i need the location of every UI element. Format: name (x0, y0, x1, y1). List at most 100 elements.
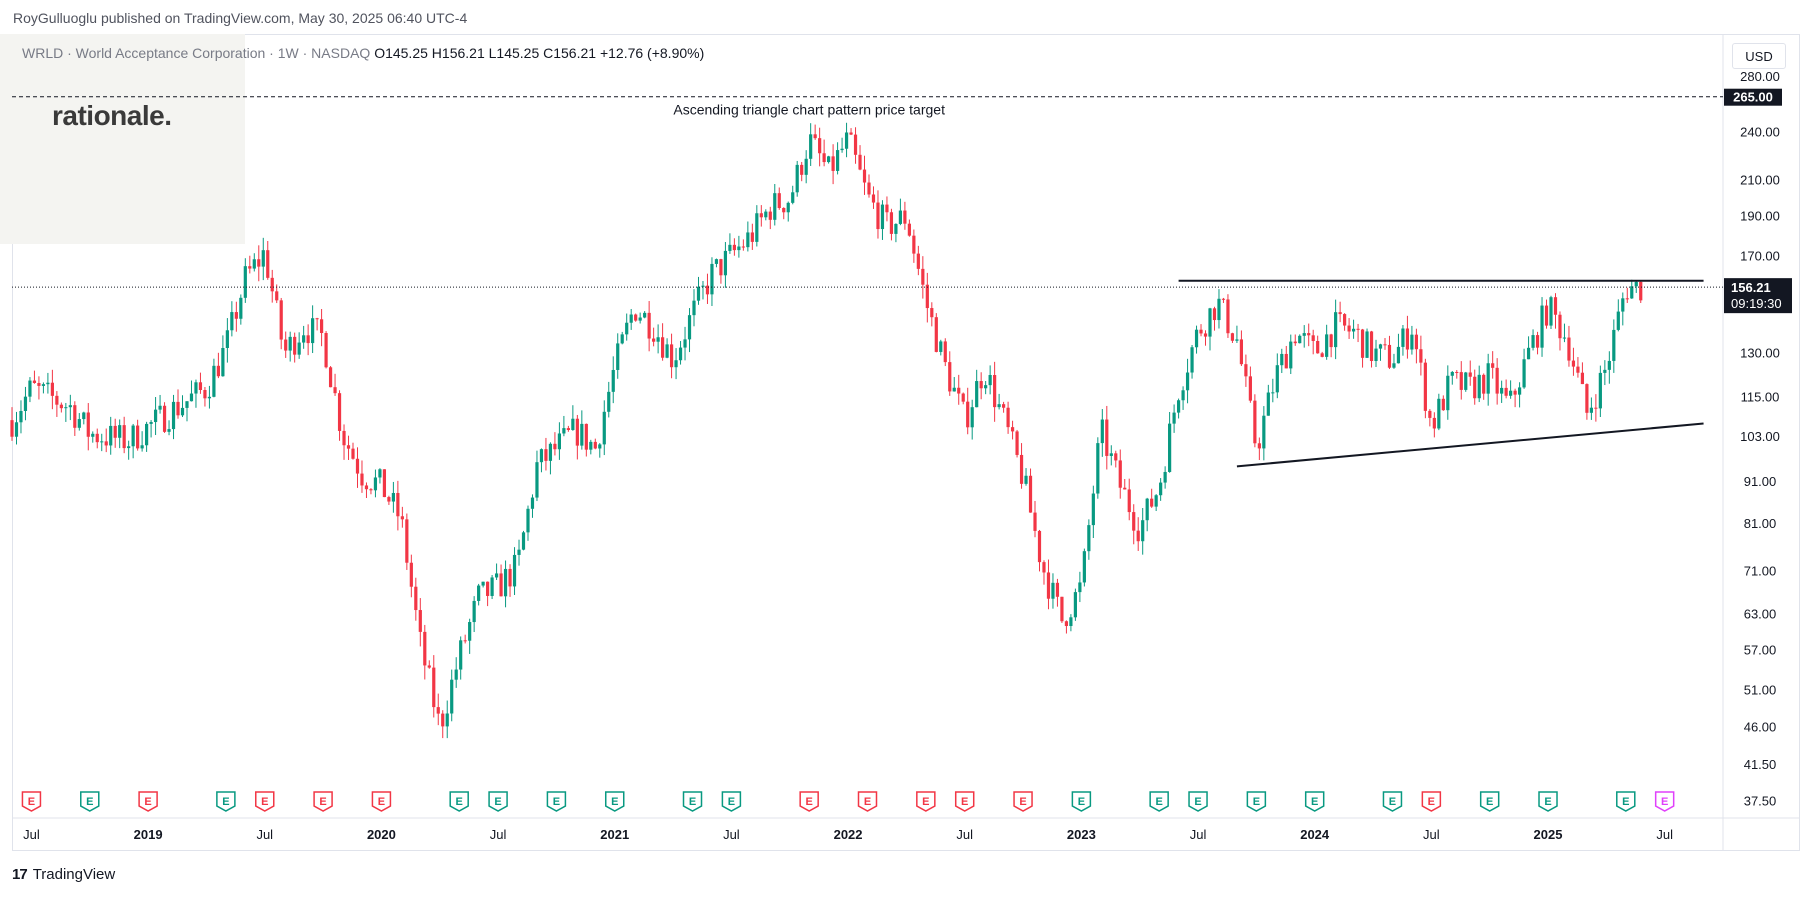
earnings-icon[interactable]: E (1149, 791, 1169, 812)
candle-body (544, 449, 548, 461)
candle-body (32, 380, 37, 383)
candle-body (840, 148, 844, 151)
earnings-icon[interactable]: E (449, 791, 469, 812)
price-target-badge (1724, 88, 1782, 106)
candle-body (1482, 374, 1486, 394)
candle-body (777, 193, 781, 209)
candle-body (346, 445, 351, 449)
candle-body (1477, 374, 1481, 399)
earnings-icon[interactable]: E (313, 791, 333, 812)
candle-body (1289, 341, 1293, 369)
candle-body (1365, 331, 1369, 358)
earnings-icon[interactable]: E (216, 791, 236, 812)
candle-body (414, 586, 418, 611)
candle-body (95, 433, 99, 443)
candle-body (629, 314, 633, 323)
candle-body (755, 213, 759, 242)
earnings-icon[interactable]: E (80, 791, 100, 812)
earnings-icon[interactable]: E (799, 791, 819, 812)
earnings-icon[interactable]: E (721, 791, 742, 812)
candle-body (1159, 482, 1163, 496)
candle-body (512, 554, 517, 587)
svg-text:E: E (86, 796, 93, 808)
candle-body (768, 211, 772, 220)
candle-body (1244, 364, 1248, 377)
y-tick-label: 91.00 (1744, 474, 1777, 489)
candle-body (687, 315, 692, 340)
candle-body (1419, 349, 1423, 363)
candle-body (1535, 335, 1540, 348)
candle-body (109, 425, 113, 446)
candle-body (1553, 297, 1558, 315)
candle-body (459, 640, 463, 670)
earnings-icon[interactable]: E (857, 791, 878, 812)
svg-text:E: E (1389, 796, 1396, 808)
candle-body (1387, 344, 1392, 368)
candle-body (1311, 335, 1315, 341)
candle-body (889, 212, 894, 234)
earnings-icon[interactable]: E (255, 791, 275, 812)
x-tick-label: Jul (956, 827, 973, 842)
earnings-icon[interactable]: E (1421, 791, 1442, 812)
earnings-icon[interactable]: E (1071, 791, 1092, 812)
earnings-icon[interactable]: E (1479, 791, 1500, 812)
earnings-icon[interactable]: E (1304, 791, 1325, 812)
y-tick-label: 71.00 (1744, 563, 1777, 578)
earnings-icon[interactable]: E (916, 791, 936, 812)
candle-body (243, 266, 247, 298)
earnings-icon[interactable]: E (1654, 791, 1675, 812)
candle-body (786, 202, 790, 213)
candle-body (55, 395, 59, 405)
candle-body (1531, 335, 1535, 348)
earnings-icon[interactable]: E (954, 791, 975, 812)
candle-body (907, 223, 911, 236)
x-tick-label: Jul (490, 827, 507, 842)
candle-body (302, 335, 306, 343)
candle-body (1522, 359, 1526, 388)
earnings-icon[interactable]: E (546, 791, 567, 812)
candle-body (1082, 551, 1086, 583)
candle-body (288, 336, 292, 351)
candle-body (391, 492, 395, 502)
candle-body (68, 405, 72, 408)
svg-text:E: E (864, 796, 871, 808)
candle-body (1078, 582, 1082, 593)
earnings-icon[interactable]: E (371, 791, 392, 812)
candle-body (486, 581, 490, 596)
last-price-badge (1724, 278, 1792, 314)
currency-button[interactable]: USD (1732, 43, 1786, 69)
earnings-icon[interactable]: E (488, 791, 508, 812)
candle-body (1513, 390, 1517, 395)
candle-body (979, 381, 983, 389)
earnings-icon[interactable]: E (604, 791, 625, 812)
svg-text:E: E (689, 796, 696, 808)
earnings-icon[interactable]: E (1246, 791, 1267, 812)
symbol-legend[interactable]: WRLD · World Acceptance Corporation · 1W… (22, 45, 704, 61)
earnings-icon[interactable]: E (21, 791, 42, 812)
earnings-icon[interactable]: E (1013, 791, 1033, 812)
earnings-icon[interactable]: E (138, 791, 158, 812)
candle-body (898, 210, 903, 224)
svg-text:E: E (1194, 796, 1201, 808)
candle-body (1185, 372, 1190, 391)
candle-body (705, 285, 710, 295)
earnings-icon[interactable]: E (1616, 791, 1636, 812)
svg-text:E: E (1544, 796, 1551, 808)
tradingview-logo-icon: 17 (12, 866, 28, 883)
last-price-label: 156.21 (1731, 280, 1771, 295)
earnings-icon[interactable]: E (1382, 791, 1403, 812)
candle-body (1194, 329, 1199, 348)
earnings-icon[interactable]: E (682, 791, 703, 812)
x-tick-label: 2020 (367, 827, 396, 842)
candle-body (1203, 333, 1208, 337)
svg-text:E: E (1078, 796, 1085, 808)
earnings-icon[interactable]: E (1188, 791, 1208, 812)
candle-body (41, 384, 46, 386)
tradingview-footer[interactable]: 17 TradingView (12, 866, 115, 883)
candle-body (1002, 404, 1006, 408)
earnings-icon[interactable]: E (1538, 791, 1558, 812)
candle-body (871, 194, 876, 203)
candle-body (853, 134, 858, 155)
candle-body (409, 562, 413, 587)
